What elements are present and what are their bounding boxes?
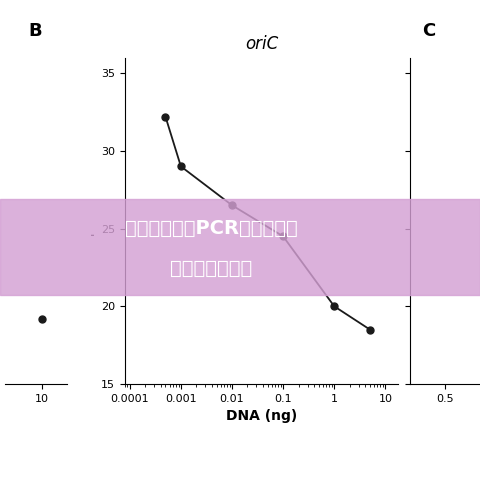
Text: B: B [29,22,42,40]
Text: 精准检测的奥秘: 精准检测的奥秘 [170,259,252,278]
Title: oriC: oriC [245,35,278,53]
Y-axis label: Cq value: Cq value [82,190,96,252]
Text: C: C [422,22,436,40]
Text: 实时荧光定量PCR原理解析：: 实时荧光定量PCR原理解析： [125,218,298,238]
X-axis label: DNA (ng): DNA (ng) [226,409,297,423]
